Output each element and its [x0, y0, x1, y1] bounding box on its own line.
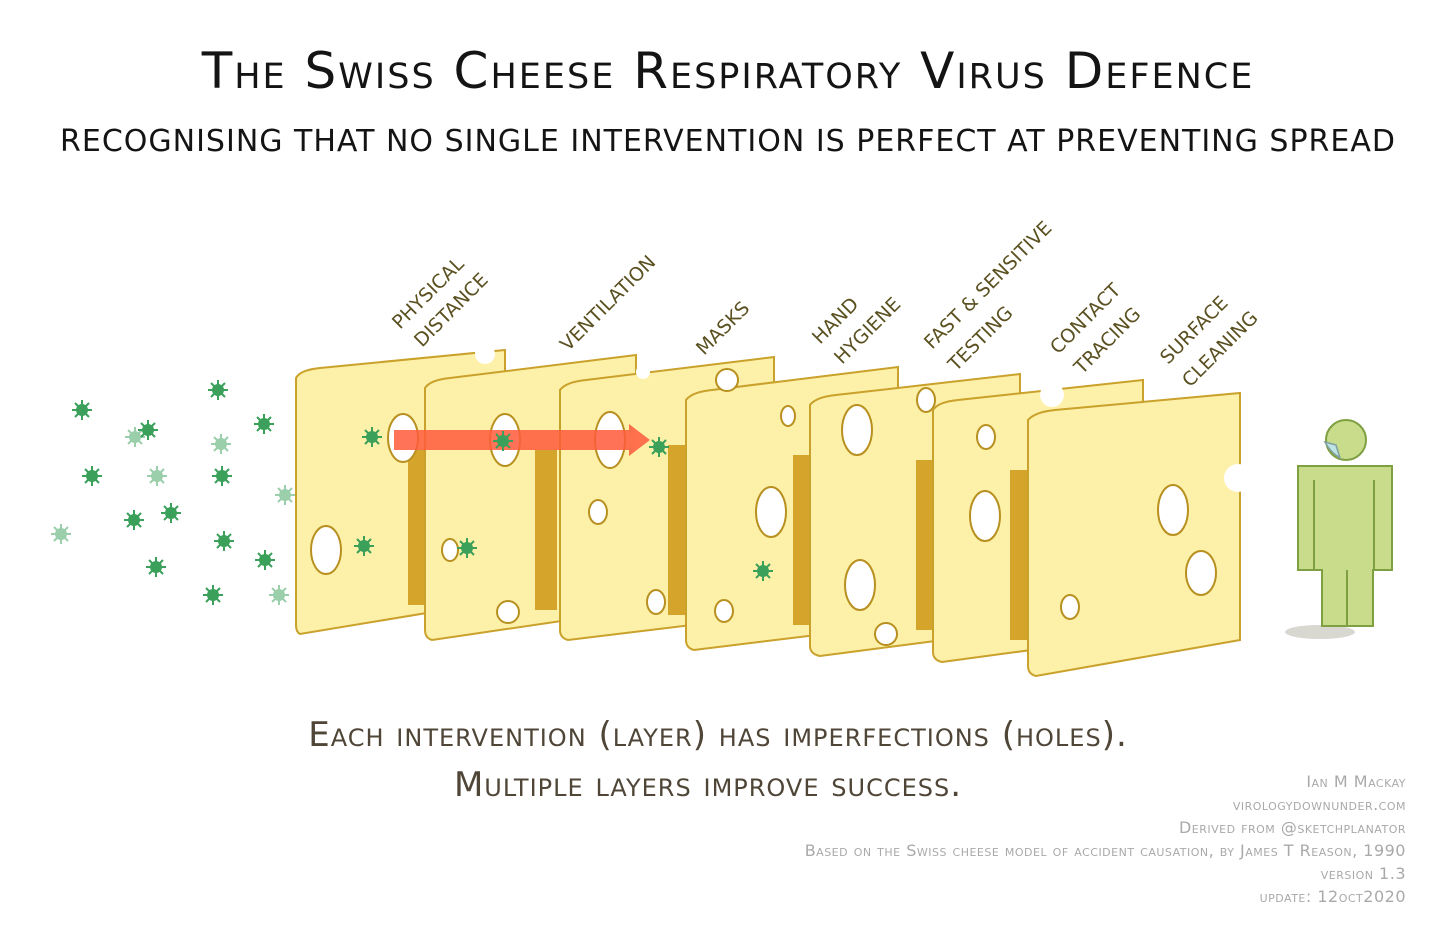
virus-icon: [253, 413, 275, 435]
credits-block: Ian M Mackay virologydownunder.com Deriv…: [805, 770, 1406, 908]
virus-icon: [160, 502, 182, 524]
layer-labels: PHYSICAL DISTANCE VENTILATION MASKS HAND…: [388, 217, 1263, 391]
virus-icon: [268, 584, 290, 606]
virus-icon: [492, 430, 514, 452]
layer-label-ventilation: VENTILATION: [556, 251, 660, 355]
virus-icon: [50, 523, 72, 545]
virus-icon: [71, 399, 93, 421]
credit-site: virologydownunder.com: [1232, 795, 1406, 814]
credit-author: Ian M Mackay: [1306, 772, 1406, 791]
virus-icon: [361, 426, 383, 448]
virus-icon: [145, 556, 167, 578]
virus-icon: [81, 465, 103, 487]
virus-icon: [202, 584, 224, 606]
virus-icon: [274, 484, 296, 506]
virus-icon: [254, 549, 276, 571]
virus-icon: [146, 465, 168, 487]
virus-icon: [456, 537, 478, 559]
masked-person: [1285, 419, 1393, 639]
virus-icon: [353, 535, 375, 557]
virus-icon: [123, 509, 145, 531]
virus-icon: [213, 530, 235, 552]
virus-icon: [752, 560, 774, 582]
virus-icon: [648, 436, 670, 458]
credit-update: update: 12oct2020: [1259, 887, 1406, 906]
caption-line-1: Each intervention (layer) has imperfecti…: [308, 715, 1128, 755]
virus-icon: [210, 433, 232, 455]
caption-line-2: Multiple layers improve success.: [453, 765, 963, 805]
virus-cloud: [50, 379, 296, 606]
virus-icon: [211, 465, 233, 487]
virus-icon: [207, 379, 229, 401]
credit-based: Based on the Swiss cheese model of accid…: [804, 841, 1406, 860]
virus-icon: [124, 426, 146, 448]
layer-label-masks: MASKS: [692, 297, 754, 359]
credit-version: version 1.3: [1320, 864, 1406, 883]
cheese-slice-7: [1027, 391, 1252, 678]
page-subtitle: RECOGNISING THAT NO SINGLE INTERVENTION …: [60, 124, 1396, 159]
page-title: The Swiss Cheese Respiratory Virus Defen…: [201, 42, 1255, 100]
credit-derived: Derived from @sketchplanator: [1178, 818, 1406, 837]
